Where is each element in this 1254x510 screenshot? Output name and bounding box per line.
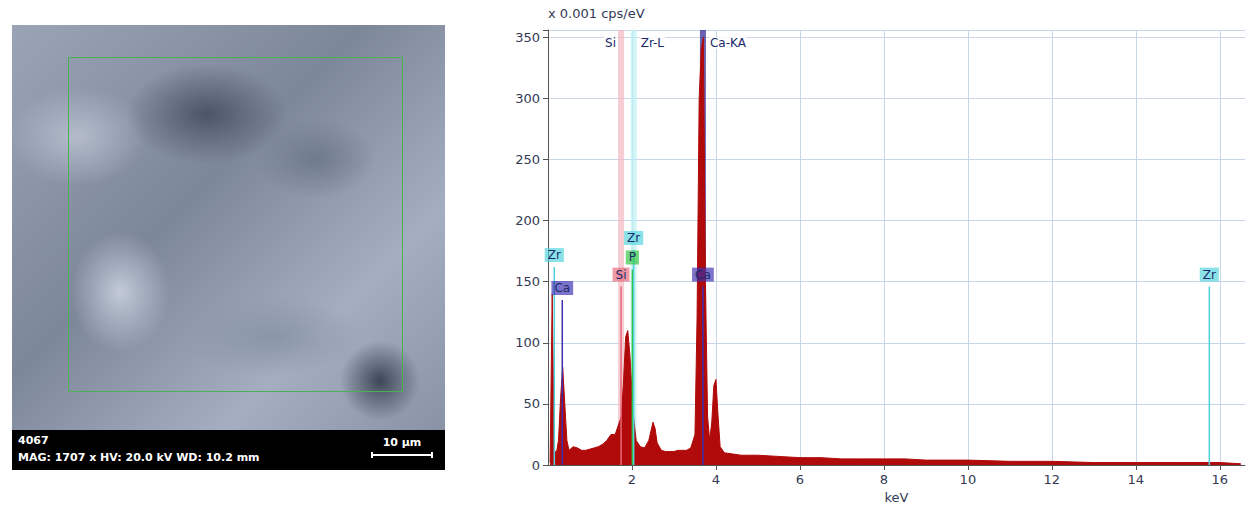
svg-text:250: 250 (515, 152, 540, 167)
svg-text:Ca-KA: Ca-KA (710, 36, 747, 50)
svg-text:200: 200 (515, 213, 540, 228)
svg-text:8: 8 (880, 472, 888, 487)
svg-text:6: 6 (796, 472, 804, 487)
svg-text:2: 2 (628, 472, 636, 487)
svg-text:14: 14 (1128, 472, 1145, 487)
svg-text:Zr: Zr (548, 248, 561, 262)
svg-text:Zr: Zr (627, 231, 640, 245)
svg-text:P: P (629, 250, 636, 264)
svg-text:x 0.001 cps/eV: x 0.001 cps/eV (548, 6, 645, 21)
svg-text:Si: Si (616, 268, 627, 282)
svg-text:100: 100 (515, 335, 540, 350)
svg-text:10: 10 (960, 472, 977, 487)
svg-text:50: 50 (523, 396, 540, 411)
html-text:4067: 4067 (18, 434, 49, 447)
svg-text:Si: Si (605, 36, 616, 50)
svg-text:Zr-L: Zr-L (641, 36, 665, 50)
svg-text:350: 350 (515, 30, 540, 45)
svg-text:0: 0 (532, 458, 540, 473)
svg-text:keV: keV (885, 490, 909, 505)
svg-text:12: 12 (1044, 472, 1061, 487)
html-text:10 µm: 10 µm (382, 436, 422, 449)
svg-text:150: 150 (515, 274, 540, 289)
svg-text:Zr: Zr (1203, 268, 1216, 282)
svg-text:300: 300 (515, 91, 540, 106)
svg-text:Ca: Ca (554, 281, 570, 295)
html-text:MAG: 1707 x HV: 20.0 kV WD: 10: MAG: 1707 x HV: 20.0 kV WD: 10.2 mm (18, 451, 260, 464)
svg-text:Ca: Ca (695, 268, 711, 282)
svg-text:4: 4 (712, 472, 720, 487)
svg-text:16: 16 (1212, 472, 1229, 487)
